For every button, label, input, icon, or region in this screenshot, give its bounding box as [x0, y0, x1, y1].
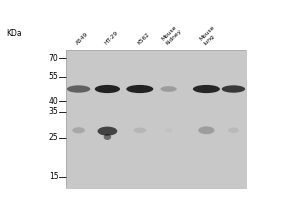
Bar	[66, 50, 246, 188]
Ellipse shape	[198, 126, 214, 134]
Text: KDa: KDa	[6, 29, 22, 38]
Text: K562: K562	[136, 32, 150, 46]
Bar	[66, 50, 246, 188]
Ellipse shape	[193, 85, 220, 93]
Text: 55: 55	[49, 72, 58, 81]
Text: HT-29: HT-29	[104, 30, 119, 46]
Ellipse shape	[126, 85, 153, 93]
Ellipse shape	[165, 128, 172, 132]
Text: 70: 70	[49, 54, 58, 63]
Text: 35: 35	[49, 107, 58, 116]
Ellipse shape	[72, 127, 85, 133]
Ellipse shape	[98, 127, 117, 136]
Text: 25: 25	[49, 133, 58, 142]
Ellipse shape	[160, 86, 177, 92]
Ellipse shape	[104, 134, 111, 140]
Text: Mouse
Kidney: Mouse Kidney	[161, 24, 183, 46]
Text: 15: 15	[49, 172, 58, 181]
Text: Mouse
lung: Mouse lung	[199, 25, 220, 46]
Ellipse shape	[95, 85, 120, 93]
Text: A549: A549	[75, 32, 89, 46]
Ellipse shape	[134, 127, 146, 133]
Ellipse shape	[67, 85, 90, 93]
Ellipse shape	[222, 85, 245, 93]
Ellipse shape	[228, 127, 239, 133]
Text: 40: 40	[49, 97, 58, 106]
